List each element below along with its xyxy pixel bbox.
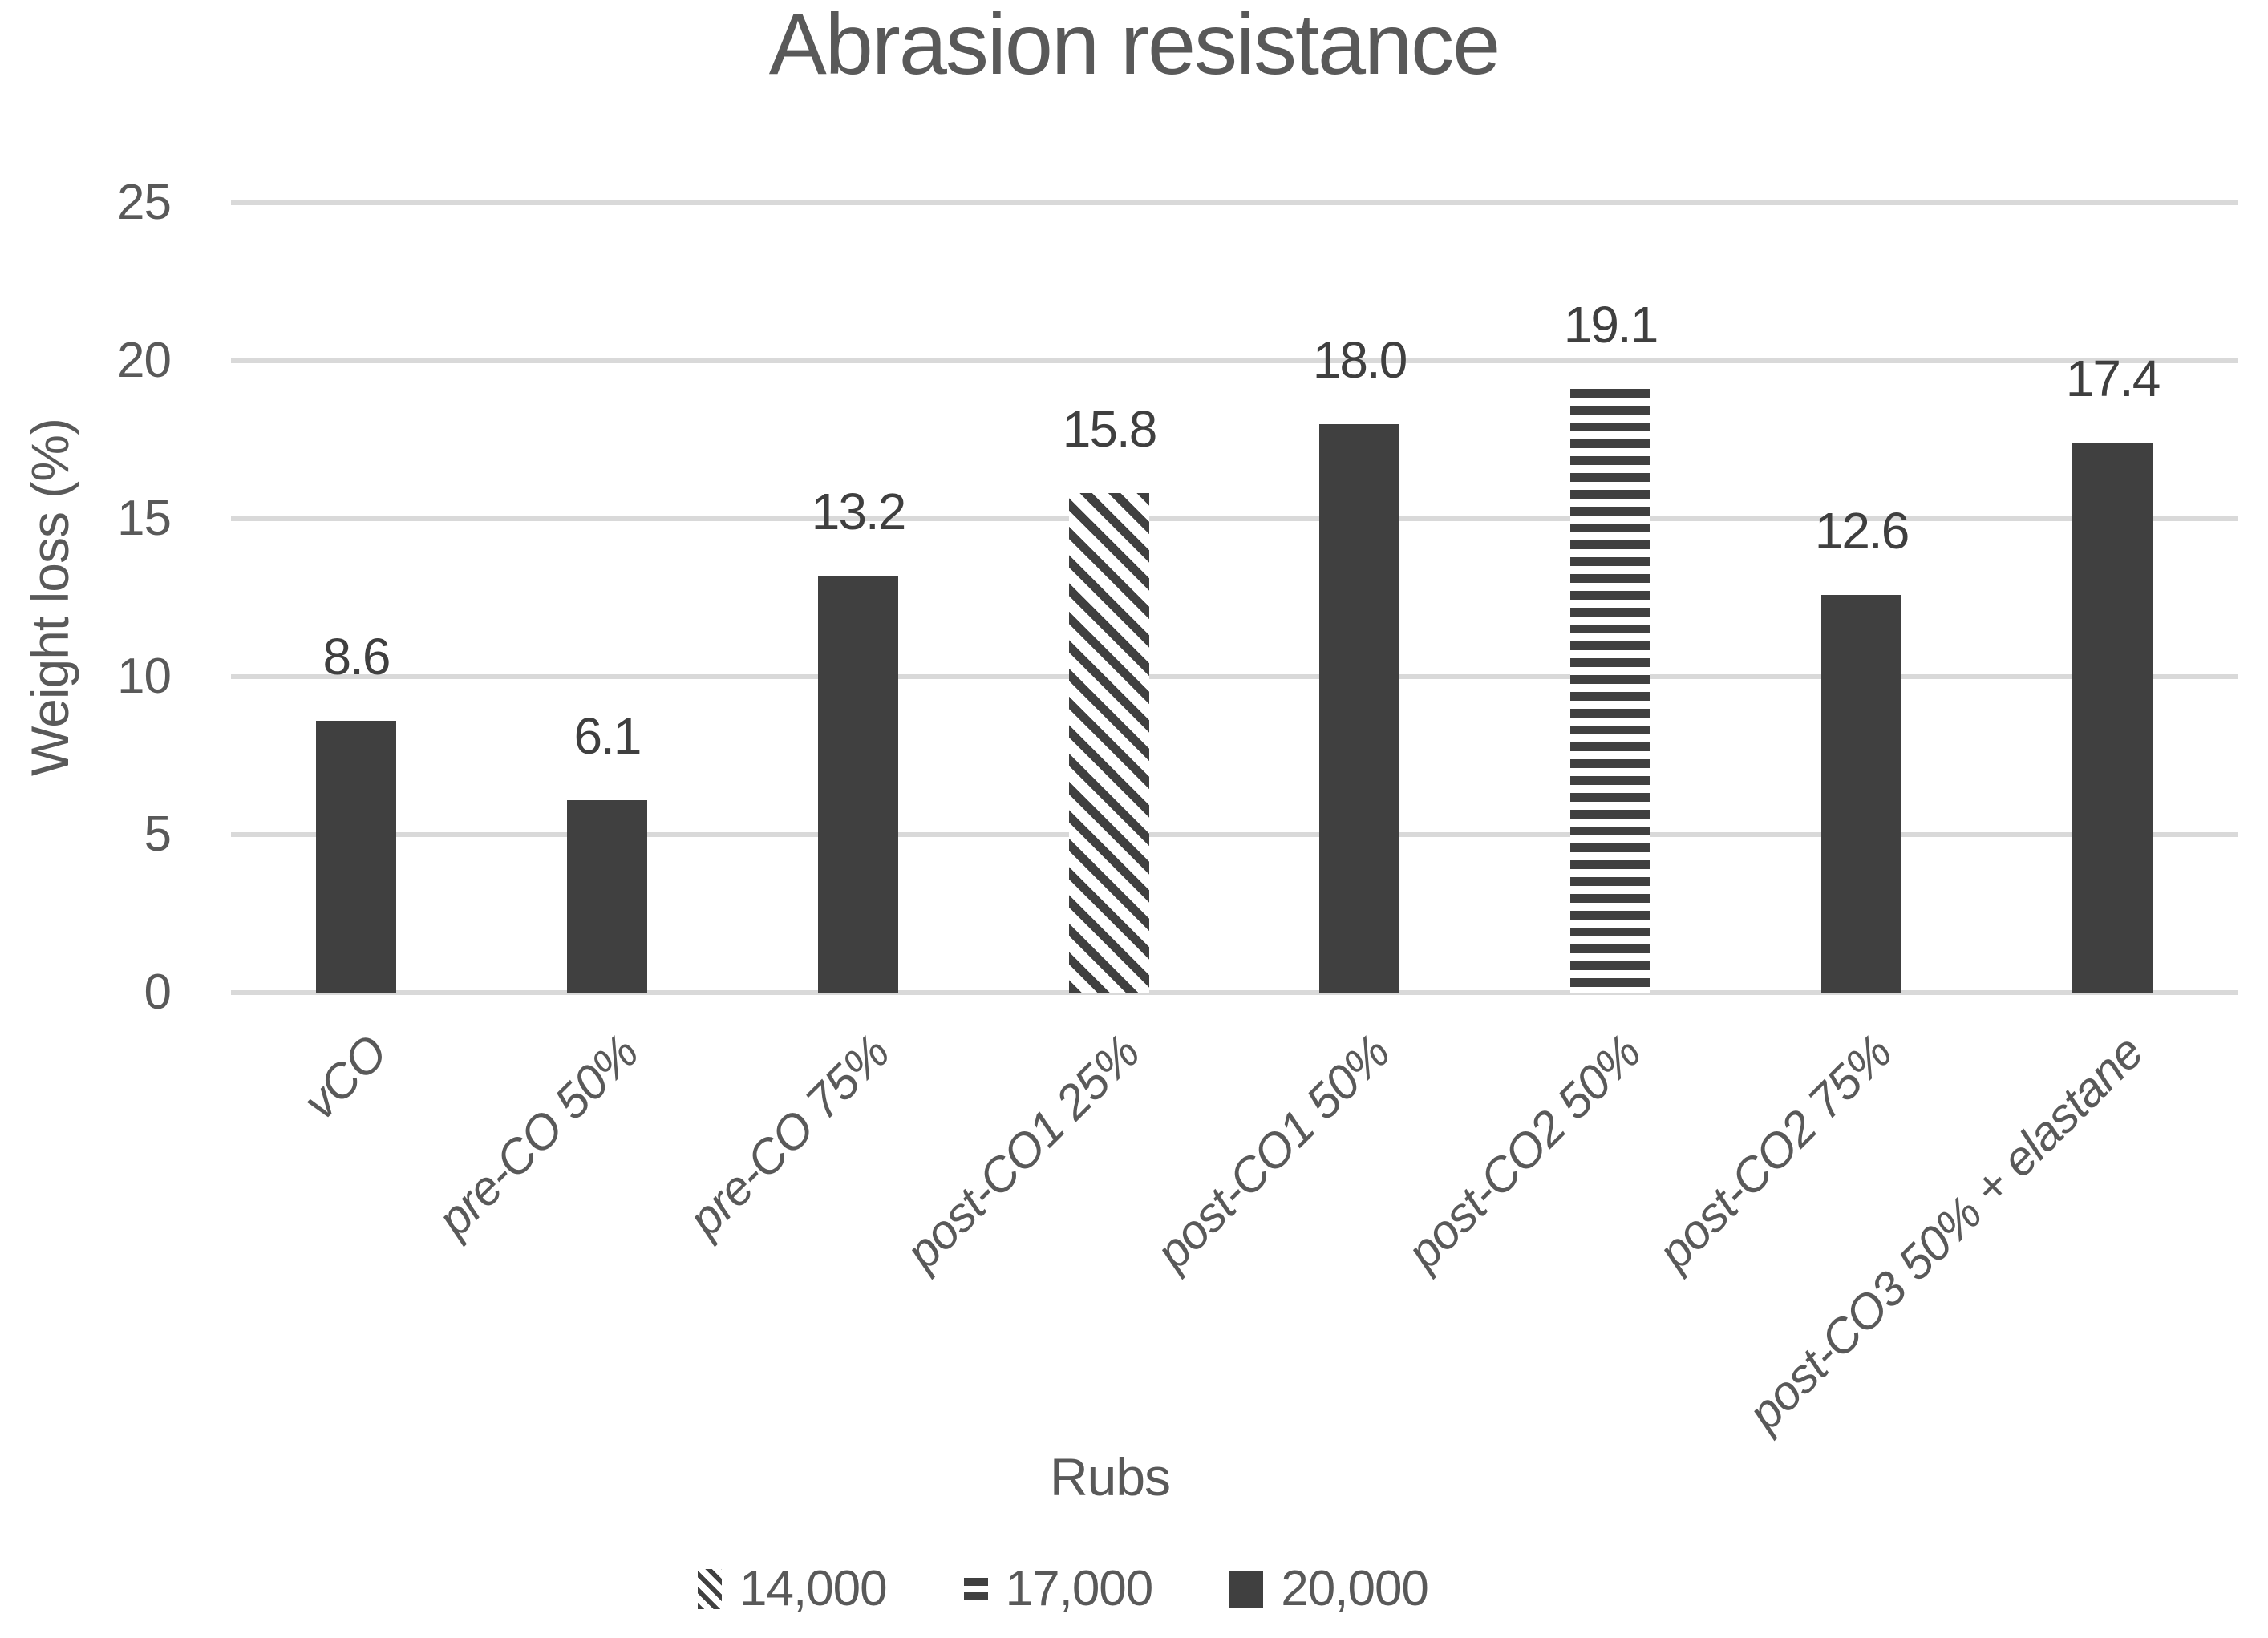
bar-vco [316, 721, 396, 993]
y-tick-label-25: 25 [117, 175, 172, 230]
bar-value-label-pre-co-75: 13.2 [811, 483, 907, 540]
legend-swatch-horizontal-stripes-icon [963, 1578, 988, 1600]
category-label-post-co1-50: post-CO1 50% [1145, 1025, 1400, 1280]
bar-post-co3-50-elastane [2072, 443, 2153, 993]
category-label-pre-co-50: pre-CO 50% [426, 1025, 648, 1247]
legend: 14,000 17,000 20,000 [698, 1559, 1429, 1620]
y-tick-label-20: 20 [117, 333, 172, 388]
legend-label-17-000: 17,000 [1005, 1561, 1154, 1616]
bar-post-co1-50 [1319, 424, 1399, 993]
bar-post-co2-75 [1821, 595, 1901, 993]
x-axis-title: Rubs [1049, 1447, 1171, 1507]
bar-pre-co-75 [818, 576, 898, 993]
gridline-0 [231, 990, 2238, 995]
bar-value-label-post-co3-50-elastane: 17.4 [2065, 350, 2161, 407]
y-tick-label-15: 15 [117, 491, 172, 546]
legend-item-17-000: 17,000 [963, 1559, 1154, 1620]
category-label-post-co2-50: post-CO2 50% [1396, 1025, 1651, 1280]
legend-swatch-solid-icon [1229, 1571, 1264, 1608]
chart-title: Abrasion resistance [768, 0, 1501, 92]
y-tick-label-5: 5 [144, 807, 172, 862]
bar-value-label-pre-co-50: 6.1 [573, 707, 642, 765]
legend-item-20-000: 20,000 [1229, 1559, 1429, 1620]
legend-label-20-000: 20,000 [1281, 1561, 1429, 1616]
category-label-post-co1-25: post-CO1 25% [895, 1025, 1150, 1280]
legend-swatch-diagonal-hatch-icon [698, 1569, 722, 1609]
bar-value-label-post-co1-25: 15.8 [1062, 400, 1158, 458]
bar-pre-co-50 [567, 800, 647, 993]
category-label-post-co2-75: post-CO2 75% [1647, 1025, 1902, 1280]
gridline-25 [231, 200, 2238, 205]
gridline-10 [231, 674, 2238, 679]
bar-post-co1-25 [1069, 493, 1149, 993]
legend-label-14-000: 14,000 [739, 1561, 888, 1616]
y-tick-label-0: 0 [144, 965, 172, 1020]
bar-value-label-post-co2-75: 12.6 [1814, 502, 1910, 560]
category-label-pre-co-75: pre-CO 75% [677, 1025, 899, 1247]
gridline-20 [231, 358, 2238, 363]
bar-value-label-post-co2-50: 19.1 [1563, 296, 1659, 354]
gridline-15 [231, 516, 2238, 521]
bar-value-label-vco: 8.6 [322, 628, 391, 686]
y-tick-label-10: 10 [117, 649, 172, 704]
bar-post-co2-50 [1570, 389, 1650, 993]
legend-item-14-000: 14,000 [698, 1559, 888, 1620]
bar-value-label-post-co1-50: 18.0 [1312, 331, 1408, 389]
category-label-vco: vCO [292, 1025, 397, 1130]
gridline-5 [231, 832, 2238, 837]
y-axis-title: Weight loss (%) [20, 419, 79, 776]
